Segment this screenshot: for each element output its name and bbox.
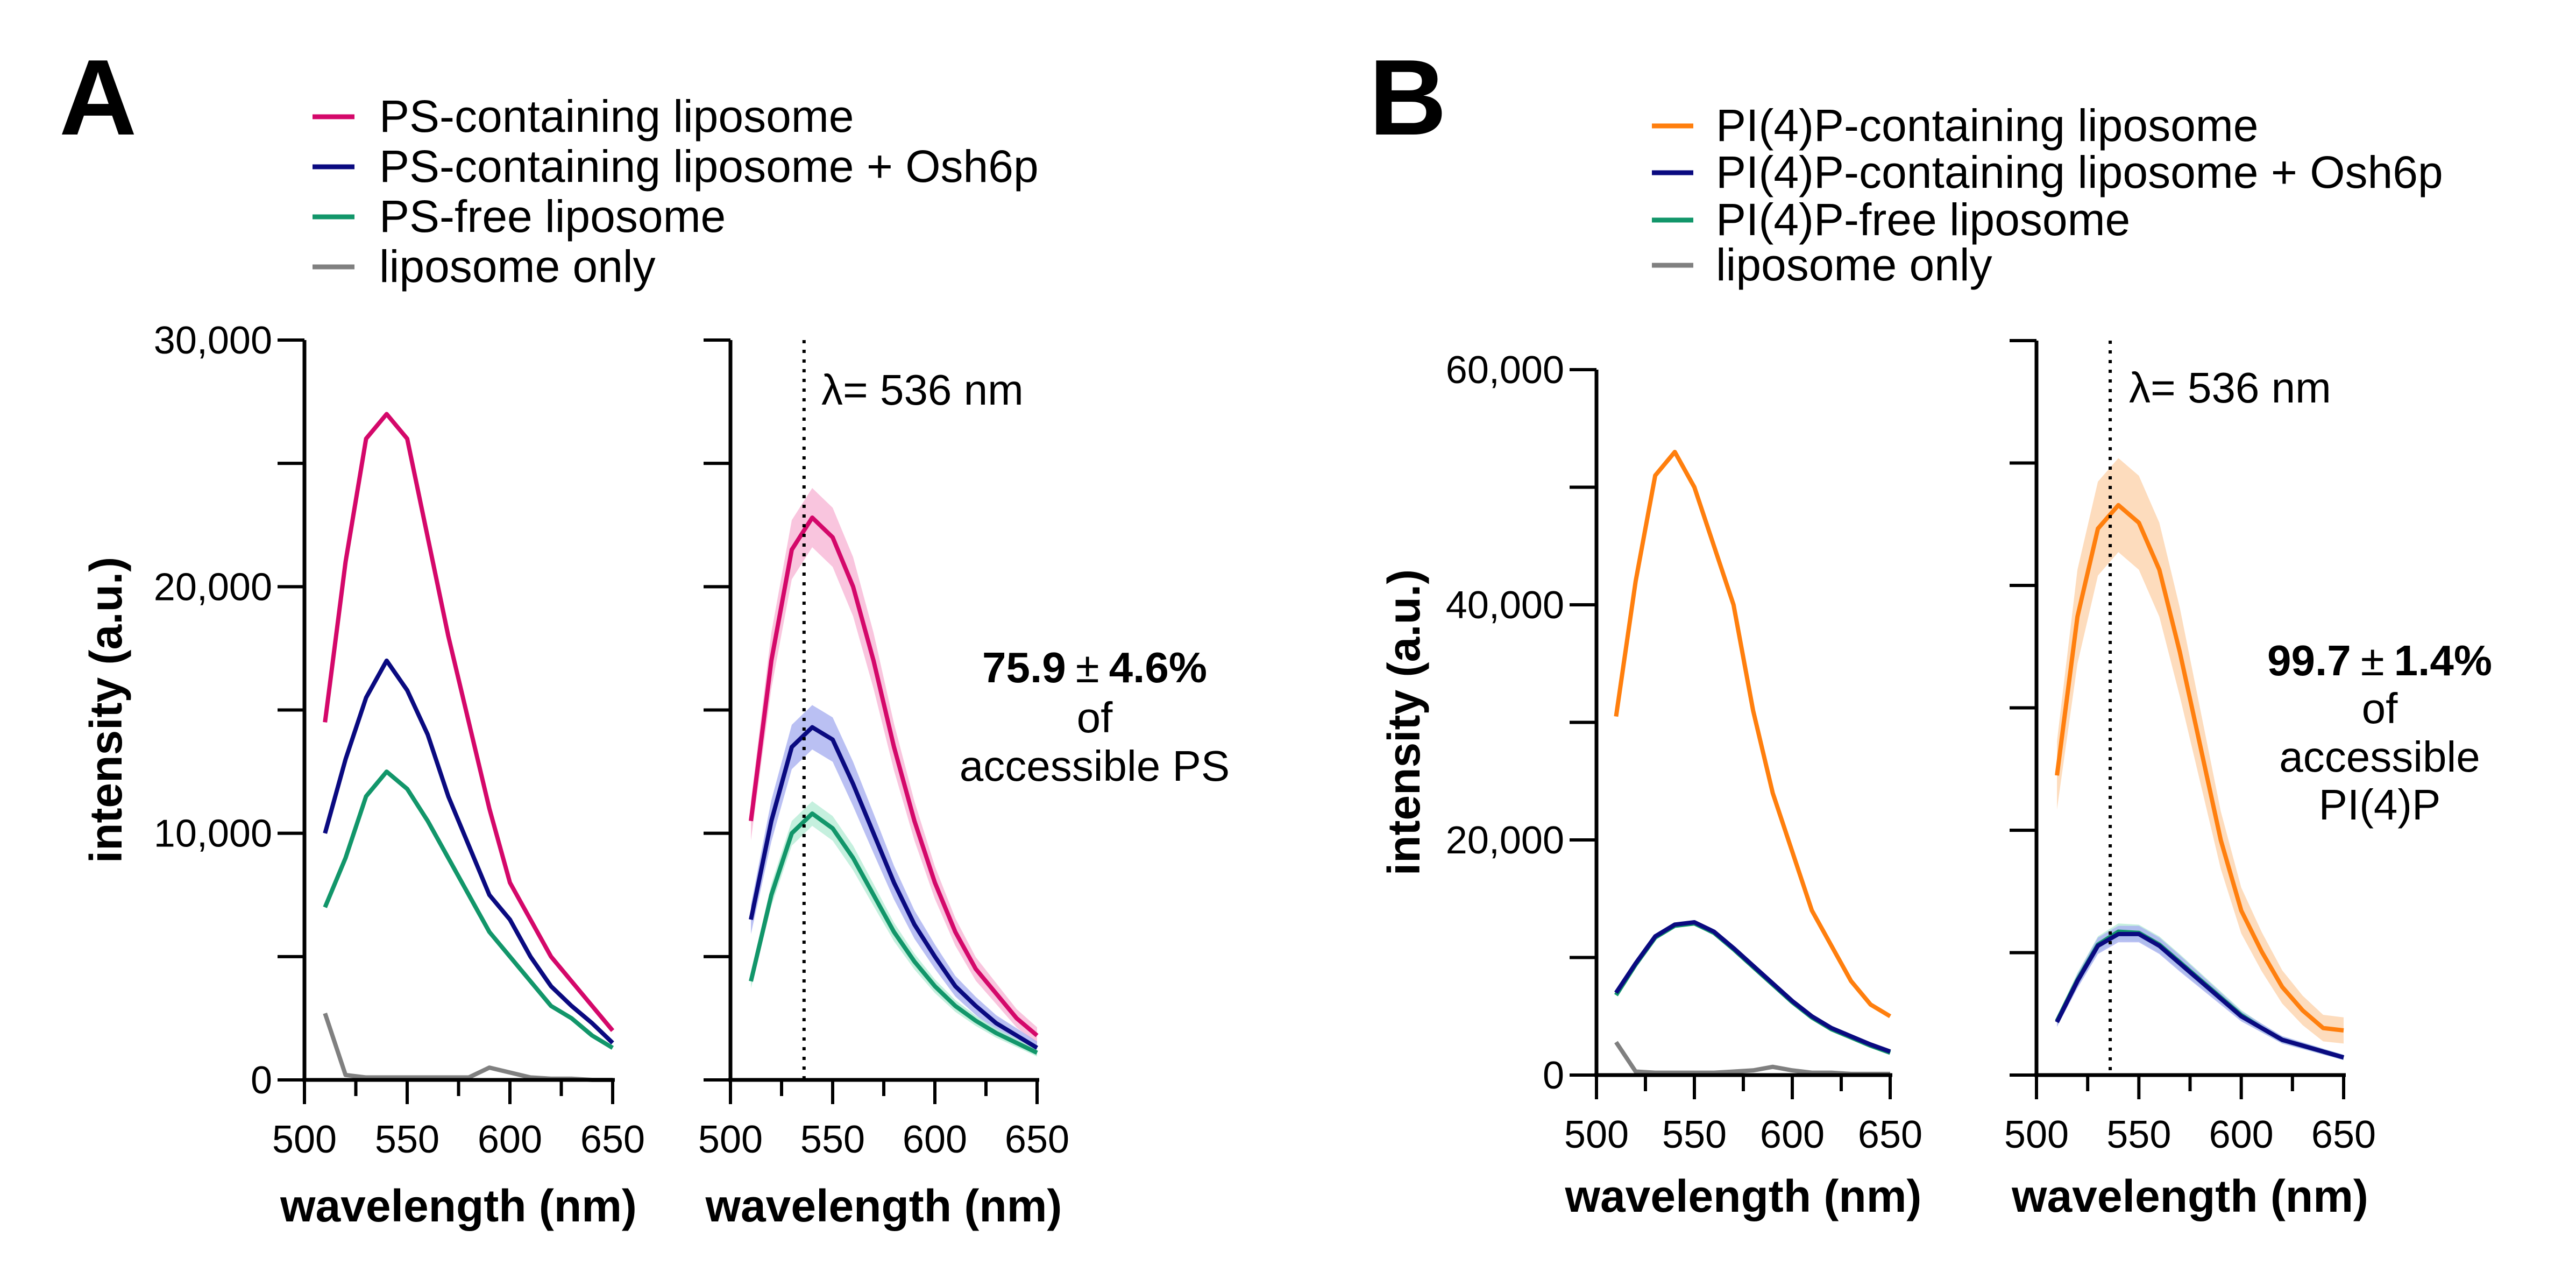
annotation-line: of (2362, 684, 2398, 732)
legend-label: liposome only (379, 241, 656, 292)
x-axis-label: wavelength (nm) (1565, 1171, 1922, 1221)
error-band (2057, 925, 2344, 1061)
y-tick-label: 30,000 (154, 319, 272, 362)
y-axis-label: intensity (a.u.) (1379, 569, 1429, 875)
x-tick-label: 600 (903, 1118, 967, 1161)
percentage-mean: 99.7 (2267, 637, 2351, 684)
y-tick-label: 20,000 (154, 566, 272, 609)
series-line (323, 1012, 613, 1082)
x-tick-label: 650 (1858, 1113, 1922, 1156)
percentage-mean: 75.9 (982, 644, 1066, 691)
x-axis-label: wavelength (nm) (2011, 1171, 2368, 1221)
x-tick-label: 600 (1760, 1113, 1825, 1156)
error-band (751, 488, 1037, 1044)
annotation-line: PI(4)P (2319, 781, 2441, 829)
panel-letter-b: B (1369, 38, 1446, 158)
y-tick-label: 20,000 (1446, 819, 1564, 862)
y-tick-label: 60,000 (1446, 349, 1564, 392)
y-axis-label: intensity (a.u.) (81, 557, 131, 863)
x-tick-label: 650 (2311, 1113, 2376, 1156)
legend-label: PS-containing liposome + Osh6p (379, 141, 1039, 192)
legend-label: PS-containing liposome (379, 91, 854, 142)
x-tick-label: 650 (580, 1118, 645, 1161)
legend-label: PI(4)P-containing liposome (1716, 100, 2259, 151)
annotation-line: accessible (2279, 733, 2480, 781)
annotation-line: accessible PS (960, 742, 1230, 790)
legend-b: PI(4)P-containing liposomePI(4)P-contain… (1652, 100, 2443, 290)
series-line (1614, 449, 1892, 1019)
y-tick-label: 40,000 (1446, 584, 1564, 627)
wavelength-label: λ= 536 nm (821, 366, 1024, 414)
x-tick-label: 600 (2209, 1113, 2274, 1156)
x-tick-label: 550 (375, 1118, 439, 1161)
x-tick-label: 500 (272, 1118, 337, 1161)
y-tick-label: 0 (251, 1059, 272, 1102)
percentage-value: 99.7 ±1.4% (2267, 637, 2492, 684)
x-tick-label: 500 (2004, 1113, 2069, 1156)
x-axis-label: wavelength (nm) (280, 1181, 637, 1231)
x-tick-label: 500 (698, 1118, 763, 1161)
series-line (1614, 1041, 1890, 1076)
x-tick-label: 650 (1005, 1118, 1069, 1161)
y-tick-label: 10,000 (154, 812, 272, 856)
x-tick-label: 500 (1564, 1113, 1629, 1156)
legend-label: PI(4)P-containing liposome + Osh6p (1716, 147, 2443, 197)
plus-minus: ± (1076, 644, 1099, 691)
legend-label: PS-free liposome (379, 191, 726, 242)
wavelength-label: λ= 536 nm (2129, 364, 2331, 412)
plots: 0 10,000 20,000 30,000 500 550 600 650 wavelengt… (81, 319, 2376, 1231)
plot-b-right: 500 550 600 650 wavelength (nm) (2004, 339, 2376, 1221)
plus-minus: ± (2361, 637, 2385, 684)
plot-a-left: 0 10,000 20,000 30,000 500 550 600 650 wavelengt… (81, 319, 645, 1231)
series-line (1614, 920, 1891, 1054)
x-tick-label: 600 (478, 1118, 542, 1161)
x-axis-label: wavelength (nm) (705, 1181, 1062, 1231)
panel-letter-a: A (59, 38, 137, 158)
x-tick-label: 550 (800, 1118, 865, 1161)
percentage-value: 75.9 ±4.6% (982, 644, 1207, 691)
y-tick-label: 0 (1543, 1054, 1564, 1097)
percentage-error: 1.4% (2394, 637, 2492, 684)
percentage-error: 4.6% (1109, 644, 1207, 691)
plot-a-right: 500 550 600 650 wavelength (nm) (698, 338, 1069, 1231)
legend-label: liposome only (1716, 239, 1992, 290)
x-tick-label: 550 (1662, 1113, 1727, 1156)
x-tick-label: 550 (2106, 1113, 2171, 1156)
legend-label: PI(4)P-free liposome (1716, 194, 2130, 245)
annotation-line: of (1077, 694, 1113, 741)
plot-b-left: 0 20,000 40,000 60,000 500 550 600 650 wavelengt… (1379, 349, 1922, 1221)
